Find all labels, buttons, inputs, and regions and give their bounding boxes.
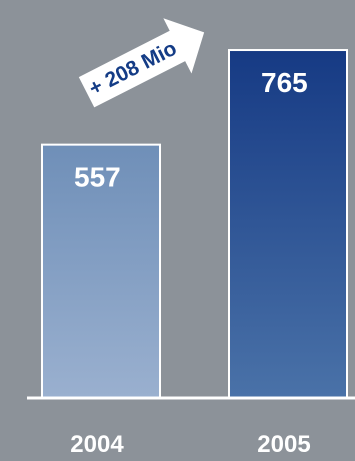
- growth-arrow-annotation: + 208 Mio: [72, 5, 218, 120]
- data-label-2005: 765: [261, 67, 308, 98]
- tick-label-2005: 2005: [257, 431, 310, 458]
- bar-2005: [229, 50, 347, 398]
- data-label-2004: 557: [74, 162, 121, 193]
- tick-label-2004: 2004: [70, 431, 124, 458]
